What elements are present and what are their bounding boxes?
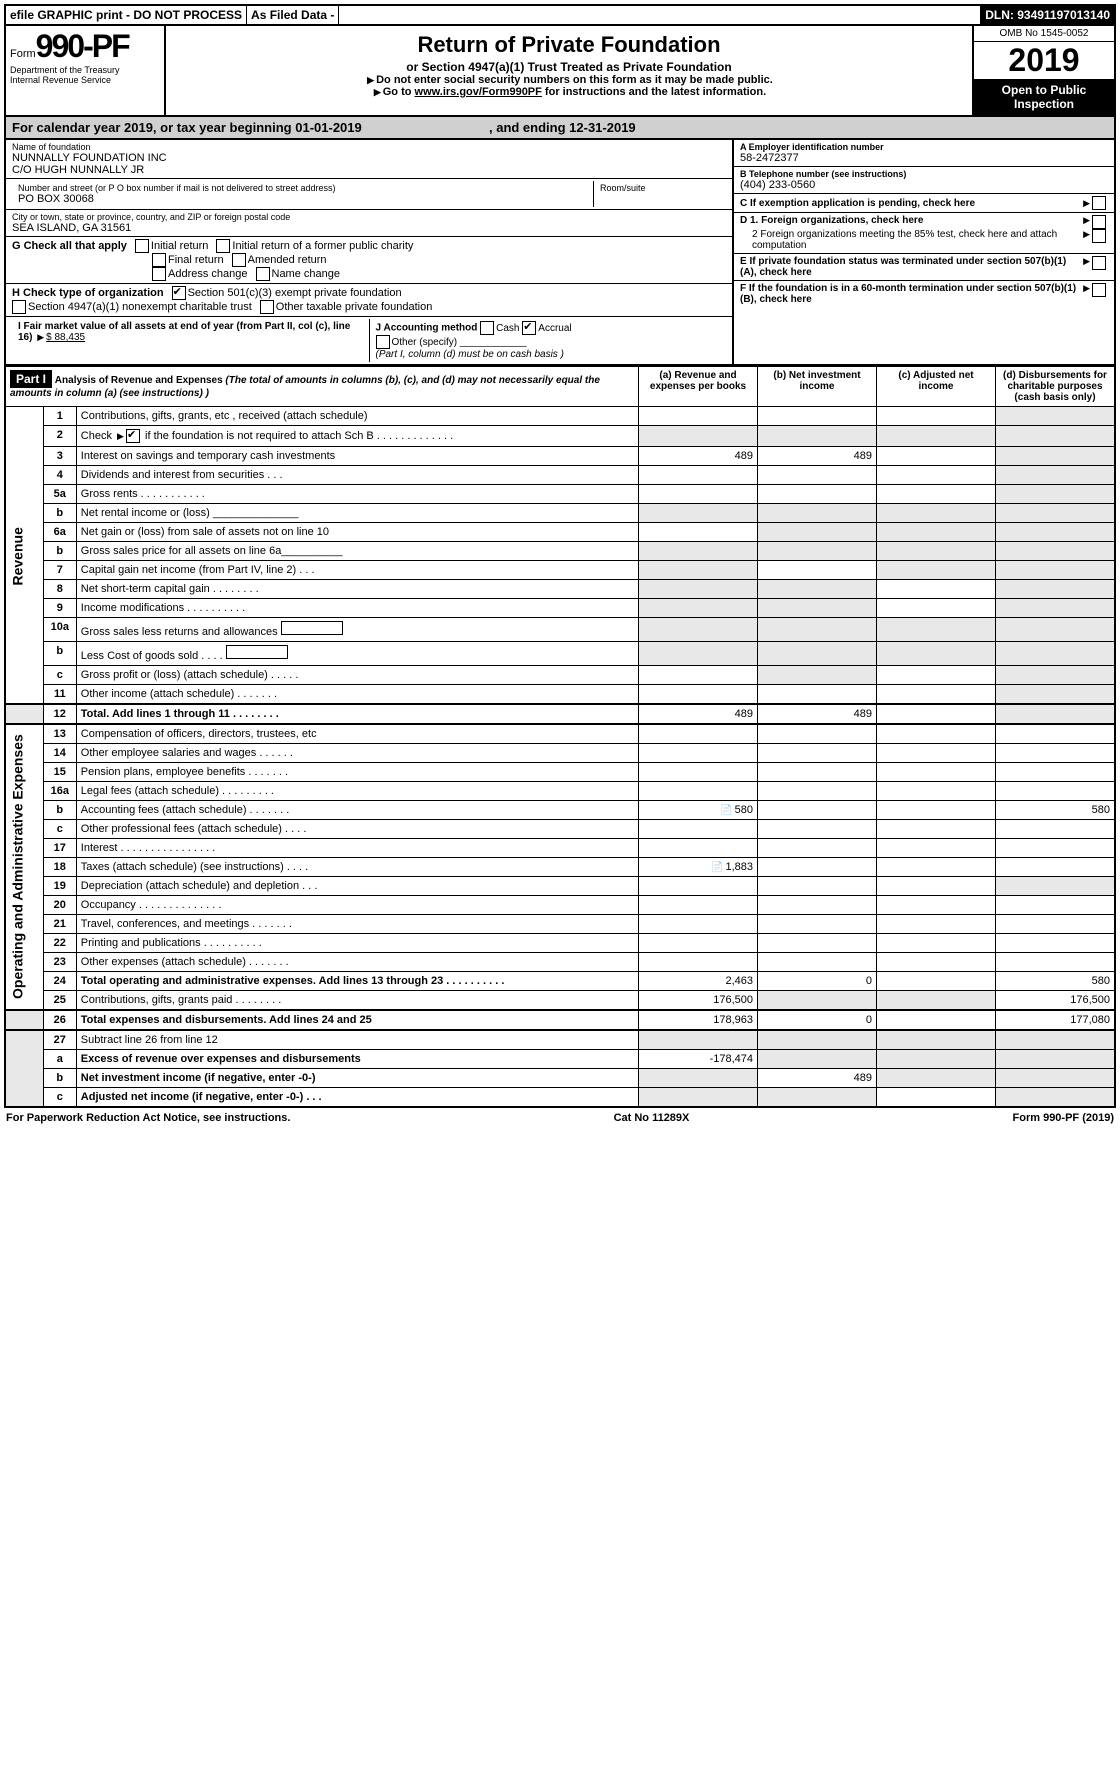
footer-mid: Cat No 11289X (614, 1112, 690, 1124)
omb-number: OMB No 1545-0052 (974, 26, 1114, 42)
line16b-d: 580 (996, 801, 1116, 820)
cb-final[interactable] (152, 253, 166, 267)
col-d-header: (d) Disbursements for charitable purpose… (996, 367, 1116, 407)
form-number: Form990-PF (10, 28, 160, 65)
cb-other-taxable[interactable] (260, 300, 274, 314)
foundation-info: Name of foundation NUNNALLY FOUNDATION I… (4, 140, 1116, 366)
foundation-city: SEA ISLAND, GA 31561 (12, 222, 726, 234)
line1-desc: Contributions, gifts, grants, etc , rece… (76, 407, 638, 426)
dept-label: Department of the Treasury (10, 65, 160, 75)
form-title: Return of Private Foundation (170, 32, 968, 58)
line25-a: 176,500 (639, 991, 758, 1011)
cb-accrual[interactable] (522, 321, 536, 335)
cb-amended[interactable] (232, 253, 246, 267)
cb-address-change[interactable] (152, 267, 166, 281)
expenses-section-label: Operating and Administrative Expenses (5, 724, 43, 1010)
footer-left: For Paperwork Reduction Act Notice, see … (6, 1112, 290, 1124)
h-section: H Check type of organization Section 501… (12, 286, 726, 300)
form-subtitle: or Section 4947(a)(1) Trust Treated as P… (170, 60, 968, 74)
line27a-a: -178,474 (639, 1050, 758, 1069)
ein-value: 58-2472377 (740, 152, 1108, 164)
foundation-name: NUNNALLY FOUNDATION INC (12, 152, 726, 164)
col-a-header: (a) Revenue and expenses per books (639, 367, 758, 407)
cb-other-method[interactable] (376, 335, 390, 349)
line26-d: 177,080 (996, 1010, 1116, 1030)
part1-label: Part I (10, 370, 52, 388)
cb-schb[interactable] (126, 429, 140, 443)
line25-d: 176,500 (996, 991, 1116, 1011)
c-label: C If exemption application is pending, c… (740, 198, 1081, 209)
cb-e[interactable] (1092, 256, 1106, 270)
irs-link[interactable]: www.irs.gov/Form990PF (415, 86, 542, 98)
footer-right: Form 990-PF (2019) (1013, 1112, 1114, 1124)
form-note2: Go to www.irs.gov/Form990PF for instruct… (170, 86, 968, 98)
g-section: G Check all that apply Initial return In… (12, 239, 726, 253)
efile-header: efile GRAPHIC print - DO NOT PROCESS As … (4, 4, 1116, 26)
cb-initial[interactable] (135, 239, 149, 253)
tel-label: B Telephone number (see instructions) (740, 169, 906, 179)
calendar-year-row: For calendar year 2019, or tax year begi… (4, 117, 1116, 140)
addr-label: Number and street (or P O box number if … (18, 183, 587, 193)
tax-year: 2019 (974, 42, 1114, 79)
cb-4947a1[interactable] (12, 300, 26, 314)
asfiled-label: As Filed Data - (247, 6, 339, 24)
line12-a: 489 (639, 704, 758, 724)
col-c-header: (c) Adjusted net income (877, 367, 996, 407)
line18-a: 1,883 (639, 858, 758, 877)
room-label: Room/suite (600, 183, 720, 193)
irs-label: Internal Revenue Service (10, 75, 160, 85)
col-b-header: (b) Net investment income (758, 367, 877, 407)
efile-label: efile GRAPHIC print - DO NOT PROCESS (6, 6, 247, 24)
cb-c[interactable] (1092, 196, 1106, 210)
line2-desc: Check if the foundation is not required … (76, 426, 638, 447)
cb-name-change[interactable] (256, 267, 270, 281)
revenue-section-label: Revenue (5, 407, 43, 705)
page-footer: For Paperwork Reduction Act Notice, see … (4, 1108, 1116, 1128)
open-inspection: Open to Public Inspection (974, 79, 1114, 115)
form-top: Form990-PF Department of the Treasury In… (4, 26, 1116, 117)
document-icon[interactable] (711, 861, 725, 873)
line3-a: 489 (639, 447, 758, 466)
line12-b: 489 (758, 704, 877, 724)
cb-f[interactable] (1092, 283, 1106, 297)
cb-former-charity[interactable] (216, 239, 230, 253)
line27b-b: 489 (758, 1069, 877, 1088)
dln-label: DLN: 93491197013140 (981, 6, 1114, 24)
cb-d2[interactable] (1092, 229, 1106, 243)
tel-value: (404) 233-0560 (740, 179, 1108, 191)
line26-b: 0 (758, 1010, 877, 1030)
cb-501c3[interactable] (172, 286, 186, 300)
document-icon[interactable] (720, 804, 734, 816)
line16b-a: 580 (639, 801, 758, 820)
cb-cash[interactable] (480, 321, 494, 335)
cb-d1[interactable] (1092, 215, 1106, 229)
line24-b: 0 (758, 972, 877, 991)
part1-table: Part I Analysis of Revenue and Expenses … (4, 366, 1116, 1108)
city-label: City or town, state or province, country… (12, 212, 726, 222)
form-note1: Do not enter social security numbers on … (170, 74, 968, 86)
line26-a: 178,963 (639, 1010, 758, 1030)
line24-d: 580 (996, 972, 1116, 991)
fmv-value: $ 88,435 (46, 332, 85, 343)
foundation-addr: PO BOX 30068 (18, 193, 587, 205)
line3-b: 489 (758, 447, 877, 466)
line3-desc: Interest on savings and temporary cash i… (76, 447, 638, 466)
ein-label: A Employer identification number (740, 142, 884, 152)
line24-a: 2,463 (639, 972, 758, 991)
foundation-co: C/O HUGH NUNNALLY JR (12, 164, 726, 176)
name-label: Name of foundation (12, 142, 726, 152)
